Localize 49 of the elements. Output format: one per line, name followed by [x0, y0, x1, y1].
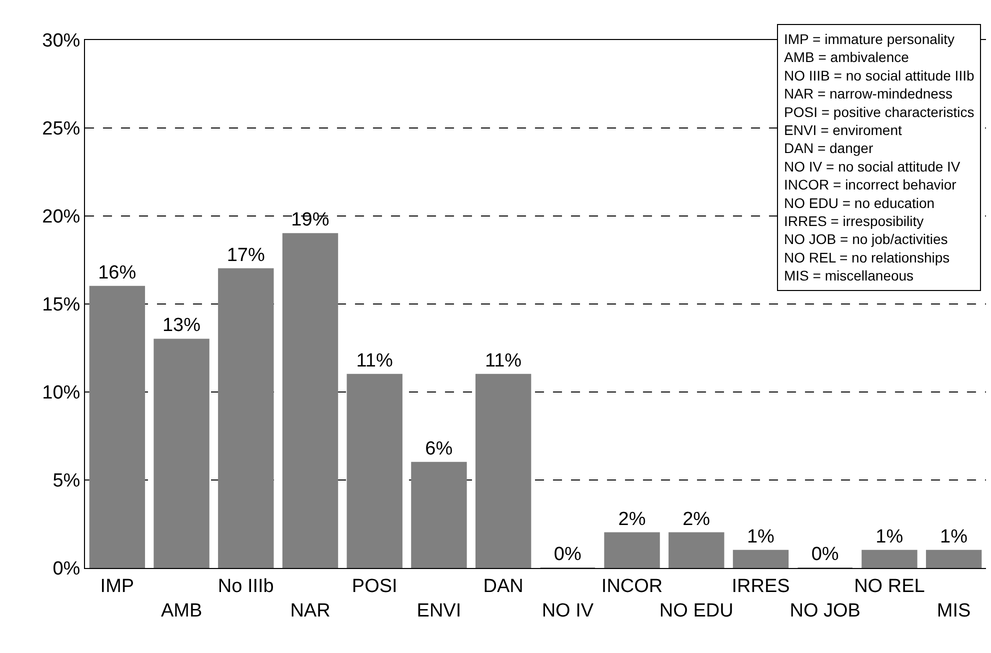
- x-tick-label: ENVI: [416, 600, 462, 622]
- x-tick-label: NAR: [290, 600, 330, 622]
- annotation: NAR = narrow-mindedness: [784, 86, 952, 102]
- annotation: POSI = positive characteristics: [784, 104, 974, 120]
- annotation: NO EDU = no education: [784, 194, 935, 211]
- x-tick-label: NO JOB: [790, 600, 860, 622]
- y-tick-label: 20%: [42, 206, 80, 228]
- x-tick-label: MIS: [936, 600, 971, 622]
- annotation: ENVI = enviroment: [784, 122, 902, 138]
- data-label: 11%: [484, 350, 522, 372]
- data-label: 1%: [940, 526, 968, 548]
- annotation: AMB = ambivalence: [784, 49, 910, 66]
- y-tick-label: 10%: [42, 382, 80, 404]
- x-tick-label: NO EDU: [659, 600, 734, 622]
- annotation: NO IIIB = no social attitude IIIb: [784, 67, 974, 84]
- x-tick-label: INCOR: [601, 576, 663, 597]
- x-tick-label: NO IV: [542, 600, 594, 622]
- x-tick-label: AMB: [160, 600, 202, 622]
- data-label: 1%: [876, 526, 904, 548]
- data-label: 2%: [618, 508, 646, 530]
- annotation: NO JOB = no job/activities: [784, 231, 948, 248]
- data-label: 2%: [682, 508, 710, 530]
- x-tick-label: DAN: [483, 576, 524, 597]
- annotation: MIS = miscellaneous: [784, 268, 914, 284]
- annotation: IRRES = irresposibility: [784, 213, 924, 229]
- x-tick-label: POSI: [352, 576, 398, 597]
- y-tick-label: 0%: [52, 558, 80, 580]
- data-label: 13%: [162, 315, 201, 336]
- data-label: 19%: [291, 210, 330, 231]
- x-tick-label: IMP: [100, 576, 134, 597]
- y-tick-label: 15%: [42, 294, 80, 316]
- data-label: 0%: [554, 544, 582, 565]
- data-label: 1%: [746, 526, 775, 548]
- annotation: DAN = danger: [784, 140, 874, 156]
- data-label: 6%: [425, 438, 453, 460]
- annotation: INCOR = incorrect behavior: [784, 176, 957, 193]
- data-label: 16%: [98, 262, 136, 284]
- x-tick-label: NO REL: [854, 576, 925, 597]
- annotation: IMP = immature personality: [784, 31, 955, 47]
- y-tick-label: 25%: [42, 118, 80, 140]
- y-tick-label: 30%: [42, 30, 80, 52]
- annotation: NO REL = no relationships: [784, 249, 950, 266]
- annotation: NO IV = no social attitude IV: [784, 158, 961, 174]
- data-label: 11%: [356, 350, 393, 372]
- x-tick-label: No IIIb: [218, 576, 274, 597]
- data-label: 17%: [226, 244, 265, 266]
- data-label: 0%: [811, 544, 839, 565]
- x-tick-label: IRRES: [732, 576, 790, 597]
- y-tick-label: 5%: [52, 470, 80, 492]
